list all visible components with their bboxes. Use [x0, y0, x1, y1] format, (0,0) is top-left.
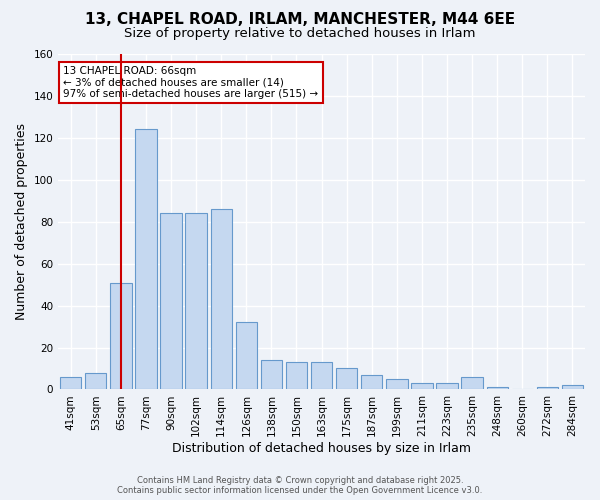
Bar [60, 377, 82, 390]
Bar [136, 130, 157, 390]
Text: Contains HM Land Registry data © Crown copyright and database right 2025.
Contai: Contains HM Land Registry data © Crown c… [118, 476, 482, 495]
Bar [211, 209, 232, 390]
Bar [436, 383, 458, 390]
Bar [236, 322, 257, 390]
Text: 13 CHAPEL ROAD: 66sqm
← 3% of detached houses are smaller (14)
97% of semi-detac: 13 CHAPEL ROAD: 66sqm ← 3% of detached h… [64, 66, 319, 99]
Bar [110, 282, 131, 390]
Y-axis label: Number of detached properties: Number of detached properties [15, 123, 28, 320]
Bar [537, 388, 558, 390]
Bar [361, 375, 382, 390]
Bar [461, 377, 483, 390]
Bar [562, 386, 583, 390]
Bar [311, 362, 332, 390]
Text: Size of property relative to detached houses in Irlam: Size of property relative to detached ho… [124, 28, 476, 40]
Bar [85, 372, 106, 390]
Bar [160, 214, 182, 390]
Text: 13, CHAPEL ROAD, IRLAM, MANCHESTER, M44 6EE: 13, CHAPEL ROAD, IRLAM, MANCHESTER, M44 … [85, 12, 515, 28]
Bar [386, 379, 407, 390]
Bar [185, 214, 207, 390]
Bar [411, 383, 433, 390]
Bar [487, 388, 508, 390]
Bar [286, 362, 307, 390]
Bar [336, 368, 358, 390]
Bar [261, 360, 282, 390]
X-axis label: Distribution of detached houses by size in Irlam: Distribution of detached houses by size … [172, 442, 471, 455]
